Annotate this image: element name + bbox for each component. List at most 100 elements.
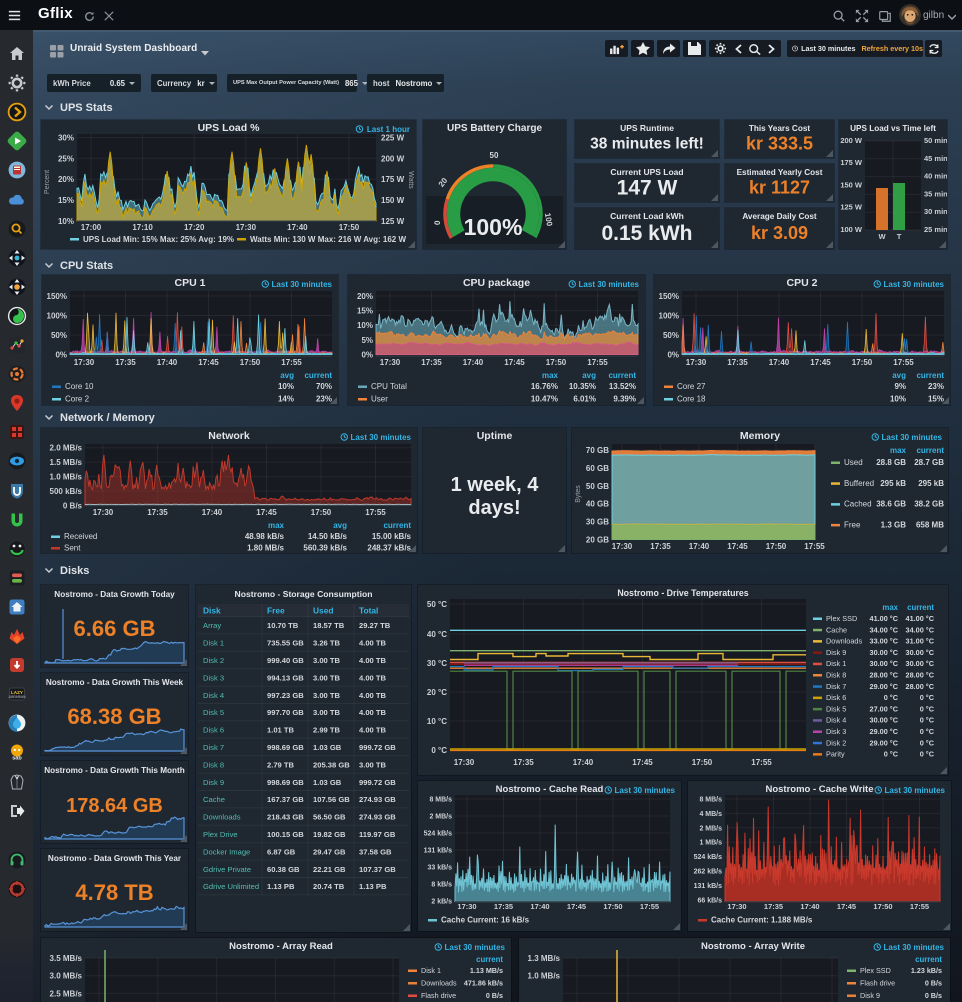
svg-text:max: max [268, 521, 285, 530]
svg-text:18.57 TB: 18.57 TB [313, 621, 345, 630]
svg-text:0 B/s: 0 B/s [63, 502, 83, 511]
svg-text:17:45: 17:45 [837, 902, 856, 911]
svg-text:Disk 1: Disk 1 [203, 639, 224, 648]
svg-text:Cache: Cache [203, 795, 225, 804]
svg-text:100%: 100% [464, 214, 523, 240]
svg-text:Estimated Yearly Cost: Estimated Yearly Cost [737, 168, 823, 177]
svg-text:34.00 °C: 34.00 °C [906, 625, 935, 634]
svg-text:200 W: 200 W [381, 154, 405, 163]
svg-text:17:55: 17:55 [365, 508, 386, 517]
svg-text:Last 30 minutes: Last 30 minutes [884, 943, 945, 952]
svg-text:Flash drive: Flash drive [860, 979, 895, 988]
svg-text:17:40: 17:40 [573, 758, 594, 767]
svg-text:8 kB/s: 8 kB/s [431, 882, 452, 889]
svg-text:471.86 kB/s: 471.86 kB/s [464, 979, 503, 988]
svg-text:6.66 GB: 6.66 GB [74, 616, 156, 641]
svg-text:50 °C: 50 °C [427, 600, 447, 609]
svg-text:4.00 TB: 4.00 TB [359, 673, 387, 682]
svg-text:10%: 10% [890, 395, 906, 404]
svg-text:Last 30 minutes: Last 30 minutes [579, 280, 640, 289]
svg-text:20%: 20% [58, 175, 74, 184]
svg-text:CPU 1: CPU 1 [175, 277, 206, 289]
svg-text:Network: Network [208, 430, 250, 442]
svg-text:Disk: Disk [203, 606, 221, 616]
svg-text:205.38 GB: 205.38 GB [313, 760, 350, 769]
svg-text:Disk 5: Disk 5 [203, 708, 224, 717]
svg-text:295 kB: 295 kB [918, 479, 944, 488]
svg-text:50: 50 [490, 151, 499, 160]
svg-text:current: current [916, 371, 944, 380]
svg-text:17:55: 17:55 [893, 358, 914, 367]
svg-text:25%: 25% [58, 154, 74, 163]
svg-text:Plex Drive: Plex Drive [203, 830, 238, 839]
svg-text:50 min: 50 min [924, 136, 947, 145]
svg-text:17:50: 17:50 [766, 542, 787, 551]
svg-text:29.00 °C: 29.00 °C [870, 738, 899, 747]
svg-text:5%: 5% [361, 336, 373, 345]
svg-text:28.8 GB: 28.8 GB [876, 458, 906, 467]
svg-text:2.99 TB: 2.99 TB [313, 726, 341, 735]
svg-text:kr 3.09: kr 3.09 [751, 223, 808, 243]
svg-text:131 kB/s: 131 kB/s [424, 848, 453, 855]
svg-text:17:35: 17:35 [513, 758, 534, 767]
svg-text:150 W: 150 W [840, 180, 863, 189]
svg-text:70%: 70% [316, 382, 332, 391]
svg-text:Disk 5: Disk 5 [826, 704, 846, 713]
svg-text:17:35: 17:35 [494, 902, 513, 911]
svg-text:15%: 15% [58, 196, 74, 205]
svg-text:17:40: 17:40 [202, 508, 223, 517]
svg-text:Cache: Cache [826, 625, 847, 634]
svg-text:40 GB: 40 GB [586, 500, 609, 509]
svg-text:Nostromo - Array Read: Nostromo - Array Read [229, 941, 333, 952]
svg-text:Disk 2: Disk 2 [826, 738, 846, 747]
svg-text:Disk 3: Disk 3 [203, 673, 224, 682]
svg-text:17:40: 17:40 [463, 358, 484, 367]
svg-text:Watts: Watts [407, 171, 414, 189]
svg-text:14.50 kB/s: 14.50 kB/s [308, 532, 348, 541]
svg-text:41.00 °C: 41.00 °C [870, 614, 899, 623]
svg-text:20: 20 [437, 176, 450, 189]
svg-text:UPS Runtime: UPS Runtime [620, 123, 674, 133]
svg-text:150 W: 150 W [381, 196, 405, 205]
svg-text:Downloads: Downloads [203, 813, 241, 822]
svg-text:100%: 100% [659, 312, 679, 321]
svg-text:avg: avg [582, 371, 596, 380]
svg-text:Disk 6: Disk 6 [203, 726, 224, 735]
svg-text:17:50: 17:50 [546, 358, 567, 367]
svg-text:Cache Current: 1.188 MB/s: Cache Current: 1.188 MB/s [711, 916, 813, 925]
svg-text:LIBRARIAN: LIBRARIAN [8, 695, 26, 699]
svg-text:Last 30 minutes: Last 30 minutes [351, 433, 412, 442]
svg-text:17:40: 17:40 [287, 223, 308, 232]
svg-text:1.0 MB/s: 1.0 MB/s [528, 972, 561, 981]
svg-text:0%: 0% [361, 351, 373, 360]
svg-text:17:50: 17:50 [692, 758, 713, 767]
svg-text:10%: 10% [357, 321, 373, 330]
svg-text:10.35%: 10.35% [569, 382, 596, 391]
svg-text:User: User [371, 395, 388, 404]
svg-text:274.93 GB: 274.93 GB [359, 813, 396, 822]
svg-text:6.01%: 6.01% [573, 395, 596, 404]
svg-text:28.00 °C: 28.00 °C [870, 671, 899, 680]
svg-text:Gdrive Private: Gdrive Private [203, 865, 251, 874]
svg-text:30.00 °C: 30.00 °C [870, 659, 899, 668]
svg-text:Flash drive: Flash drive [421, 991, 456, 1000]
svg-text:9%: 9% [894, 382, 906, 391]
svg-text:17:35: 17:35 [147, 508, 168, 517]
svg-text:1 MB/s: 1 MB/s [699, 840, 722, 847]
svg-text:295 kB: 295 kB [880, 479, 906, 488]
svg-text:Disk 2: Disk 2 [203, 656, 224, 665]
svg-text:4.00 TB: 4.00 TB [359, 708, 387, 717]
svg-text:119.97 GB: 119.97 GB [359, 830, 396, 839]
svg-text:17:45: 17:45 [504, 358, 525, 367]
svg-text:max: max [882, 603, 898, 612]
svg-text:31.00 °C: 31.00 °C [906, 637, 935, 646]
svg-text:68.38 GB: 68.38 GB [67, 704, 161, 729]
svg-text:avg: avg [280, 371, 294, 380]
svg-text:1 week, 4: 1 week, 4 [451, 474, 540, 496]
svg-text:167.37 GB: 167.37 GB [267, 795, 304, 804]
svg-text:17:55: 17:55 [804, 542, 825, 551]
svg-text:4.00 TB: 4.00 TB [359, 639, 387, 648]
svg-text:Last 1 hour: Last 1 hour [367, 125, 410, 134]
svg-text:37.58 GB: 37.58 GB [359, 847, 392, 856]
svg-text:17:55: 17:55 [910, 902, 929, 911]
